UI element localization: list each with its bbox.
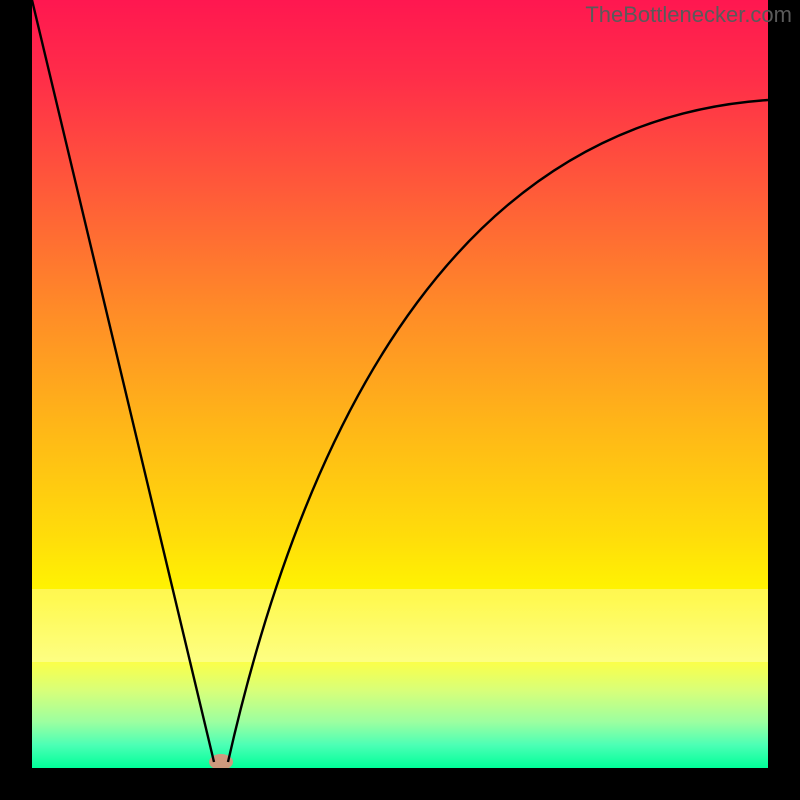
chart-svg [0,0,800,800]
attribution-text: TheBottlenecker.com [585,2,792,28]
highlight-band [32,589,768,662]
chart-container: TheBottlenecker.com [0,0,800,800]
